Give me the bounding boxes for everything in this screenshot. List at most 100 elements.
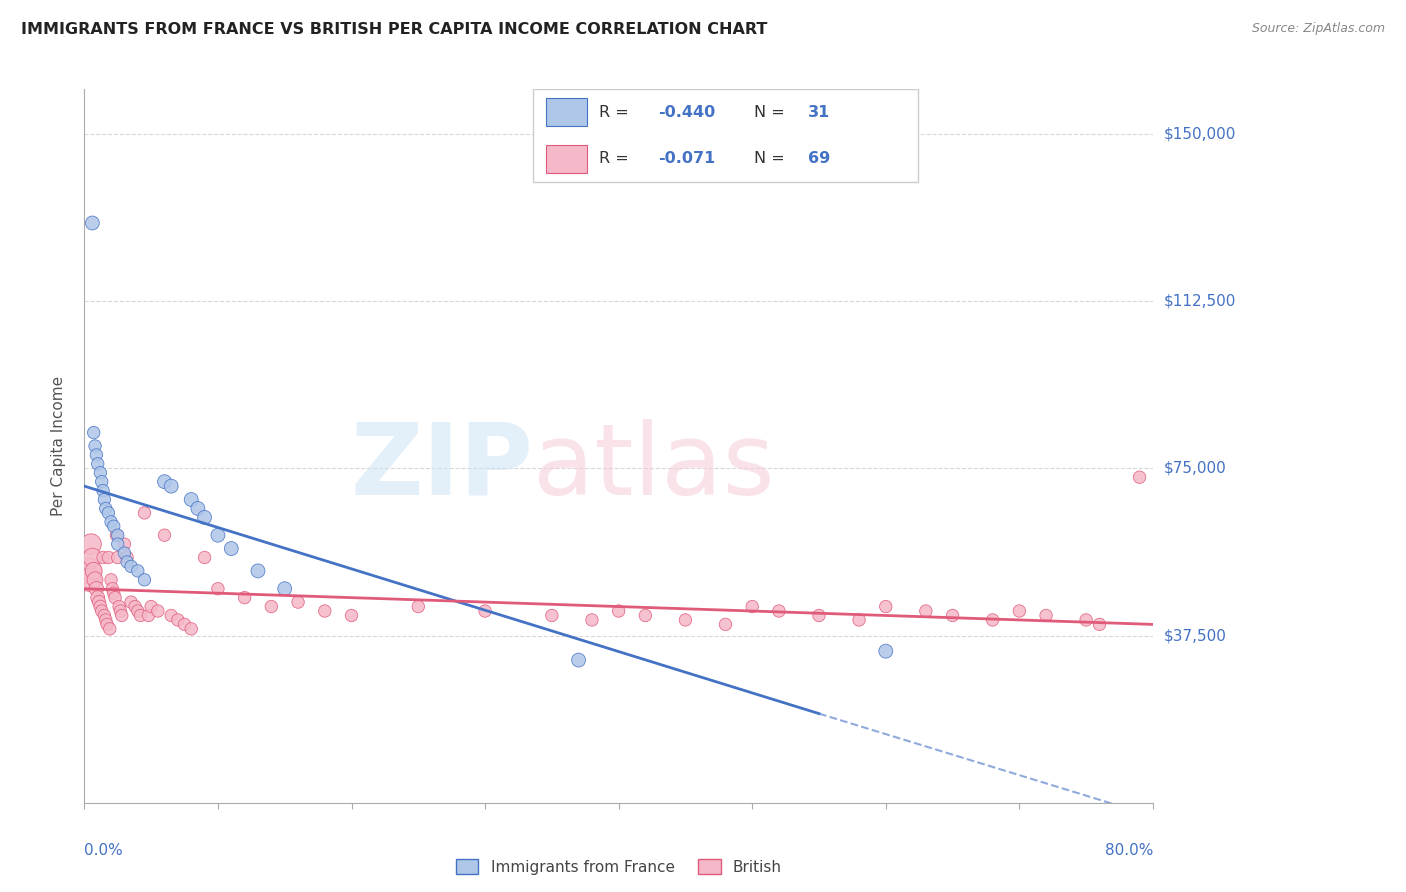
Point (93, 608, 115, 623)
Point (1088, 617, 1111, 632)
Point (1129, 470, 1152, 484)
Point (79, 573, 101, 587)
Point (90, 604, 112, 618)
FancyBboxPatch shape (546, 98, 586, 127)
Point (875, 599, 897, 614)
Point (194, 550, 217, 565)
Point (100, 515, 122, 529)
Point (104, 591, 127, 605)
Point (82, 216, 104, 230)
Point (540, 608, 562, 623)
Point (134, 573, 156, 587)
Point (141, 599, 163, 614)
Point (89, 466, 111, 480)
Point (607, 604, 630, 618)
Point (260, 599, 283, 614)
Text: N =: N = (755, 105, 790, 120)
Point (233, 591, 256, 605)
Text: N =: N = (755, 152, 790, 166)
Text: atlas: atlas (533, 419, 775, 516)
Point (768, 604, 790, 618)
Text: R =: R = (599, 152, 634, 166)
Point (94, 501, 117, 516)
Text: $150,000: $150,000 (1164, 127, 1236, 141)
Point (634, 608, 657, 623)
Point (120, 595, 142, 609)
Point (134, 506, 156, 520)
FancyBboxPatch shape (533, 89, 918, 182)
Point (93, 492, 115, 507)
Point (127, 604, 149, 618)
Point (98, 622, 121, 636)
Point (287, 595, 309, 609)
Point (129, 608, 152, 623)
Point (848, 613, 870, 627)
Text: ZIP: ZIP (350, 419, 533, 516)
FancyBboxPatch shape (546, 145, 586, 173)
Text: 69: 69 (808, 152, 830, 166)
Point (981, 613, 1004, 627)
Point (474, 604, 496, 618)
Point (207, 528, 229, 542)
Point (114, 546, 135, 560)
Y-axis label: Per Capita Income: Per Capita Income (51, 376, 66, 516)
Point (160, 608, 183, 623)
Point (86, 448, 108, 462)
Text: 80.0%: 80.0% (1105, 843, 1153, 858)
Point (124, 599, 146, 614)
Point (87, 591, 110, 605)
Legend: Immigrants from France, British: Immigrants from France, British (450, 853, 787, 880)
Point (107, 528, 129, 542)
Point (915, 604, 938, 618)
Text: R =: R = (599, 105, 634, 120)
Point (808, 608, 831, 623)
Point (82, 550, 104, 565)
Text: 31: 31 (808, 105, 830, 120)
Point (105, 528, 128, 542)
Point (103, 586, 125, 600)
Text: -0.071: -0.071 (658, 152, 716, 166)
Point (101, 582, 124, 596)
Point (84, 573, 107, 587)
Point (153, 528, 176, 542)
Point (1076, 613, 1098, 627)
Point (87, 457, 110, 471)
Point (115, 555, 138, 569)
Point (120, 559, 142, 574)
Text: $37,500: $37,500 (1164, 628, 1227, 643)
Point (100, 573, 122, 587)
Point (89, 599, 111, 614)
Text: IMMIGRANTS FROM FRANCE VS BRITISH PER CAPITA INCOME CORRELATION CHART: IMMIGRANTS FROM FRANCE VS BRITISH PER CA… (21, 22, 768, 37)
Point (247, 564, 270, 578)
Point (207, 582, 229, 596)
Point (80, 537, 103, 551)
Point (97, 550, 120, 565)
Point (741, 599, 763, 614)
Point (90, 475, 112, 489)
Text: $112,500: $112,500 (1164, 293, 1236, 309)
Point (581, 613, 603, 627)
Point (221, 541, 243, 556)
Point (83, 425, 105, 440)
Text: -0.440: -0.440 (658, 105, 716, 120)
Point (111, 608, 134, 623)
Point (875, 644, 897, 658)
Point (408, 599, 430, 614)
Point (87, 595, 110, 609)
Point (138, 608, 160, 623)
Point (91, 550, 114, 565)
Point (568, 653, 591, 667)
Text: Source: ZipAtlas.com: Source: ZipAtlas.com (1251, 22, 1385, 36)
Point (108, 599, 131, 614)
Point (942, 608, 965, 623)
Point (97, 506, 120, 520)
Point (1008, 604, 1031, 618)
Point (187, 501, 209, 516)
Point (180, 492, 202, 507)
Point (114, 537, 135, 551)
Point (146, 604, 169, 618)
Point (1035, 608, 1057, 623)
Point (84, 439, 107, 453)
Point (107, 537, 129, 551)
Point (107, 550, 129, 565)
